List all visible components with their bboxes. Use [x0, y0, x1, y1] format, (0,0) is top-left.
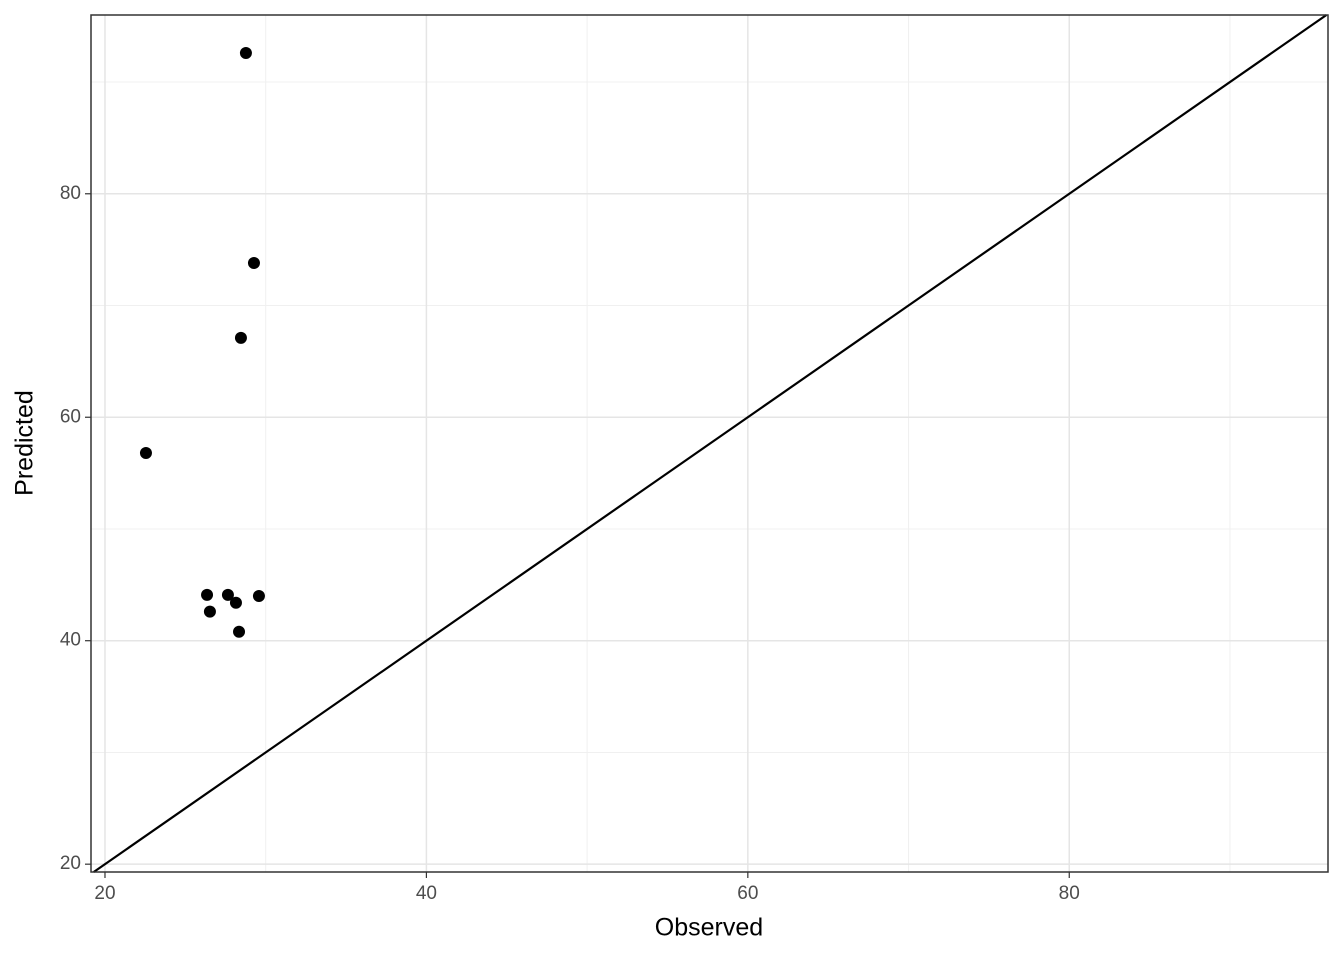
y-tick-label: 60 — [60, 406, 81, 427]
plot-border — [90, 14, 1329, 873]
point — [233, 625, 246, 638]
x-tick-label: 20 — [94, 883, 115, 904]
y-tick-label: 80 — [60, 183, 81, 204]
x-tick-label: 80 — [1059, 883, 1080, 904]
point — [229, 596, 242, 609]
x-axis-title: Observed — [655, 914, 763, 942]
y-tick-label: 20 — [60, 853, 81, 874]
identity-line — [93, 14, 1328, 873]
x-tick-label: 40 — [416, 883, 437, 904]
point — [239, 46, 252, 59]
point — [247, 257, 260, 270]
y-axis-title: Predicted — [11, 390, 39, 496]
point — [203, 605, 216, 618]
point — [201, 588, 214, 601]
y-tick-label: 40 — [60, 630, 81, 651]
x-tick-label: 60 — [737, 883, 758, 904]
point — [221, 588, 234, 601]
point — [139, 446, 152, 459]
point — [252, 590, 265, 603]
point — [234, 331, 247, 344]
